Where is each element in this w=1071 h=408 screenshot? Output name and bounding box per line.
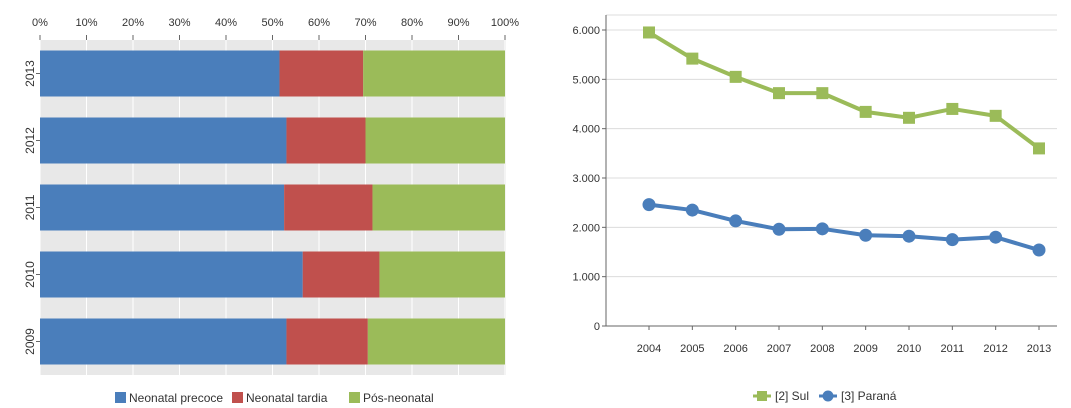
line-legend-marker	[822, 390, 834, 402]
line-point	[729, 70, 742, 83]
bar-x-tick-label: 40%	[215, 17, 237, 29]
line-point	[903, 111, 915, 124]
bar-x-tick-label: 100%	[491, 17, 519, 29]
bar-x-tick-label: 90%	[447, 17, 469, 29]
bar-y-tick-label: 2013	[23, 60, 37, 87]
bar-x-tick-label: 60%	[308, 17, 330, 29]
line-x-tick-label: 2009	[853, 343, 877, 355]
line-y-tick-label: 4.000	[572, 124, 600, 136]
line-point	[1032, 243, 1046, 257]
line-legend-label: [3] Paraná	[841, 389, 897, 403]
bar-x-tick-label: 20%	[122, 17, 144, 29]
line-chart-x-ticks: 2004 2005 2006 2007 2008 2009 2010 2011 2012 2013	[637, 326, 1051, 355]
bar-segment	[40, 117, 287, 164]
bar-chart-bars	[40, 50, 505, 365]
bar-segment	[40, 318, 287, 365]
line-point	[945, 233, 959, 247]
line-point	[643, 26, 655, 39]
line-x-tick-label: 2010	[897, 343, 921, 355]
line-point	[989, 230, 1003, 244]
line-chart: 0 1.000 2.000 3.000 4.000 5.000 6.000 2004 2005…	[572, 14, 1057, 403]
line-x-tick-label: 2013	[1027, 343, 1051, 355]
line-point	[989, 109, 1002, 122]
line-point	[859, 105, 872, 118]
line-legend-label: [2] Sul	[775, 389, 809, 403]
bar-x-tick-label: 30%	[168, 17, 190, 29]
bar-segment	[286, 117, 366, 164]
bar-x-tick-label: 10%	[75, 17, 97, 29]
bar-x-tick-label: 70%	[354, 17, 376, 29]
bar-segment	[372, 184, 505, 231]
bar-x-tick-label: 0%	[32, 17, 48, 29]
line-chart-legend: [2] Sul [3] Paraná	[753, 389, 897, 403]
line-chart-gridlines	[606, 14, 1057, 278]
line-x-tick-label: 2011	[941, 343, 965, 355]
bar-segment	[286, 318, 368, 365]
line-y-tick-label: 1.000	[572, 272, 600, 284]
line-point	[772, 222, 786, 236]
bar-segment	[363, 50, 505, 97]
line-legend-marker	[757, 391, 767, 401]
line-point	[816, 87, 829, 100]
bar-chart-x-ticks: 0% 10% 20% 30% 40% 50% 60% 70% 80% 90% 100%	[32, 17, 519, 40]
stacked-bar-chart: 0% 10% 20% 30% 40% 50% 60% 70% 80% 90% 100% 201320…	[23, 17, 519, 405]
line-x-tick-label: 2007	[767, 343, 791, 355]
bar-x-tick-label: 50%	[261, 17, 283, 29]
bar-segment	[367, 318, 505, 365]
line-x-tick-label: 2005	[680, 343, 704, 355]
line-point	[686, 52, 699, 65]
line-point	[815, 222, 829, 236]
bar-segment	[40, 50, 280, 97]
bar-segment	[379, 251, 505, 298]
bar-legend-swatch	[232, 392, 243, 403]
line-y-tick-label: 5.000	[572, 74, 600, 86]
line-point	[946, 102, 959, 115]
line-chart-series	[642, 26, 1046, 257]
line-y-tick-label: 6.000	[572, 25, 600, 37]
line-y-tick-label: 3.000	[572, 173, 600, 185]
line-x-tick-label: 2008	[810, 343, 834, 355]
line-point	[729, 214, 743, 228]
line-point	[685, 203, 699, 217]
bar-legend-swatch	[115, 392, 126, 403]
line-point	[642, 198, 656, 212]
line-point	[773, 87, 785, 100]
bar-segment	[279, 50, 364, 97]
bar-y-tick-label: 2009	[23, 328, 37, 355]
bar-legend-label: Pós-neonatal	[363, 391, 434, 405]
line-y-tick-label: 0	[594, 321, 600, 333]
line-point	[1033, 142, 1045, 155]
bar-legend-swatch	[349, 392, 360, 403]
bar-segment	[302, 251, 380, 298]
bar-segment	[40, 251, 303, 298]
bar-segment	[365, 117, 505, 164]
bar-x-tick-label: 80%	[401, 17, 423, 29]
line-x-tick-label: 2012	[983, 343, 1007, 355]
bar-y-tick-label: 2011	[23, 194, 37, 220]
line-chart-y-ticks: 0 1.000 2.000 3.000 4.000 5.000 6.000	[572, 25, 606, 333]
line-point	[859, 228, 873, 242]
bar-legend-label: Neonatal precoce	[129, 391, 223, 405]
line-x-tick-label: 2006	[723, 343, 747, 355]
bar-chart-y-ticks: 2013 2012 2011 2010 2009	[23, 60, 40, 355]
line-y-tick-label: 2.000	[572, 222, 600, 234]
bar-segment	[40, 184, 285, 231]
line-series-path	[647, 30, 1041, 150]
line-series-path	[648, 202, 1040, 252]
bar-legend-label: Neonatal tardia	[246, 391, 328, 405]
bar-segment	[284, 184, 373, 231]
bar-y-tick-label: 2012	[23, 127, 37, 154]
bar-chart-legend: Neonatal precoce Neonatal tardia Pós-neona…	[115, 391, 434, 405]
line-x-tick-label: 2004	[637, 343, 661, 355]
bar-y-tick-label: 2010	[23, 261, 37, 288]
line-point	[902, 229, 916, 243]
